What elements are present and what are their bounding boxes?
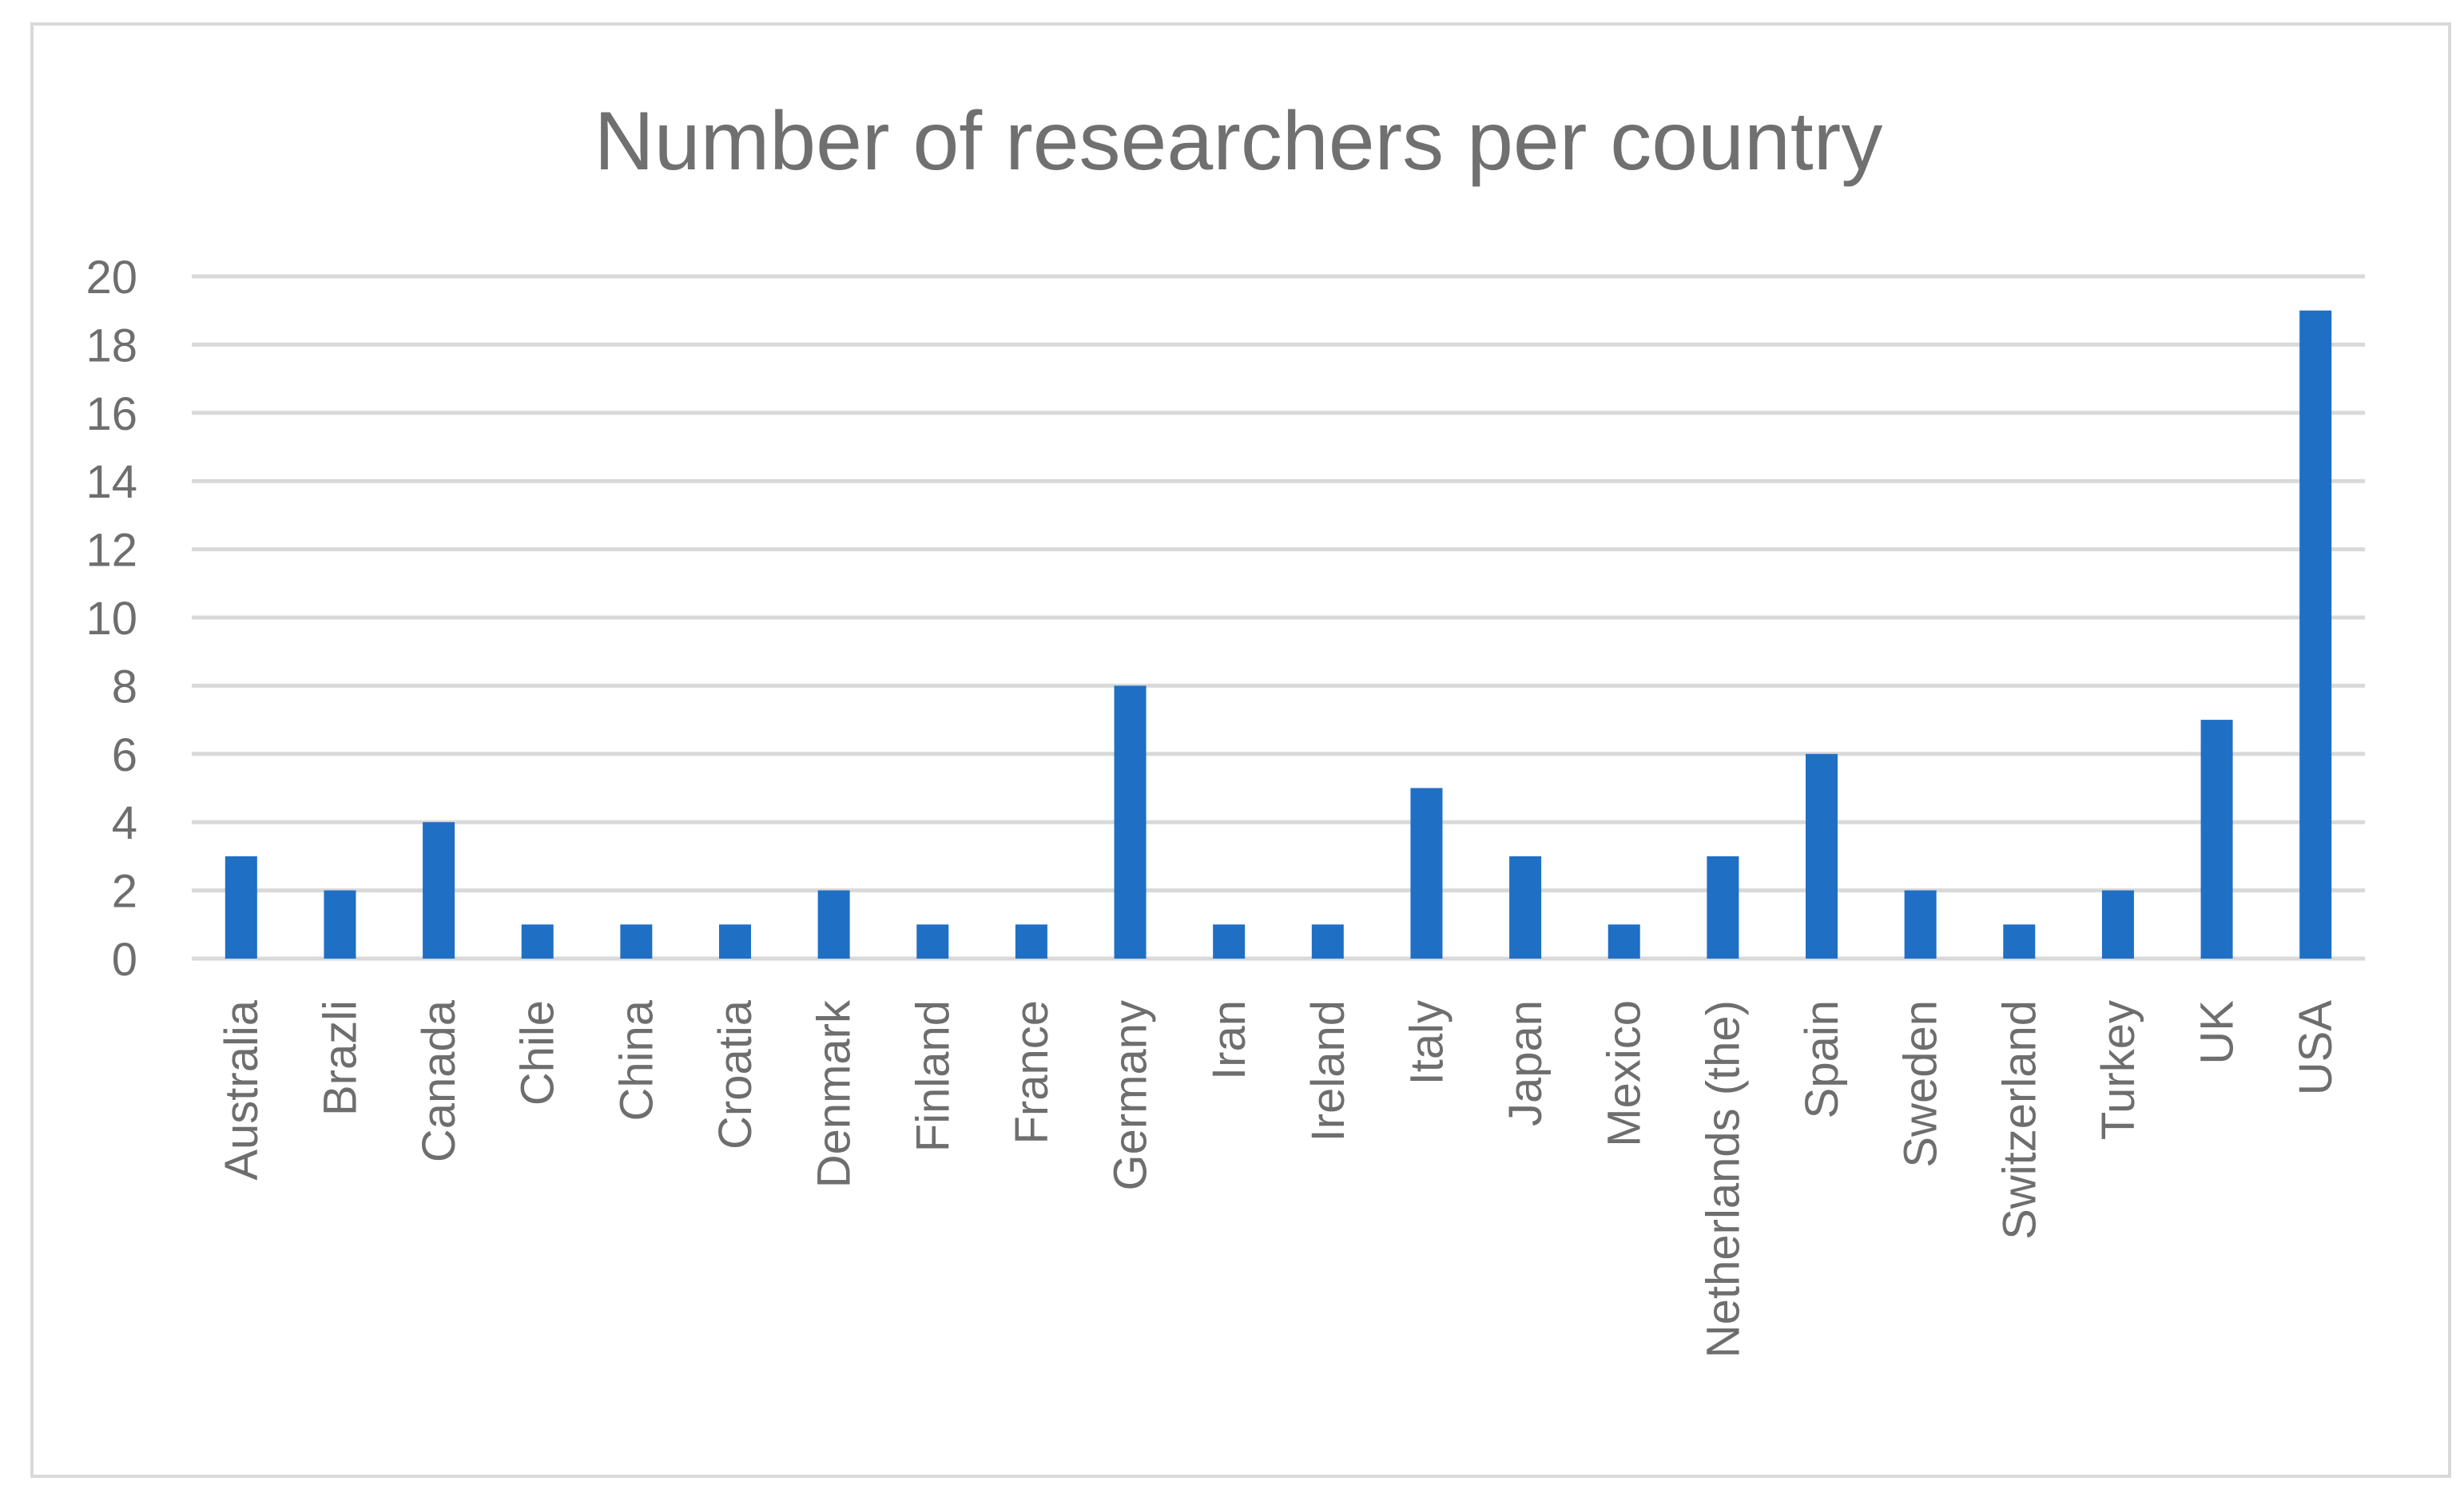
bar [1608, 924, 1640, 959]
y-tick-label: 18 [85, 320, 137, 371]
bar [2003, 924, 2036, 959]
bar [1509, 856, 1542, 959]
bar [1904, 890, 1937, 959]
y-tick-label: 10 [85, 593, 137, 645]
gridlines [192, 274, 2365, 961]
x-category-label: Chile [512, 1000, 564, 1106]
x-category-label: Croatia [709, 999, 761, 1150]
bar [1410, 788, 1443, 959]
x-category-label: Sweden [1895, 1000, 1947, 1168]
bar [2101, 890, 2134, 959]
bar [620, 924, 653, 959]
y-tick-label: 6 [112, 729, 137, 781]
x-category-label: Australia [216, 999, 268, 1180]
y-tick-label: 4 [112, 797, 137, 849]
bars [225, 310, 2332, 959]
bar [225, 856, 257, 959]
bar [817, 890, 850, 959]
x-category-label: Brazli [314, 1000, 366, 1116]
y-tick-label: 14 [85, 456, 137, 508]
y-tick-label: 0 [112, 934, 137, 986]
x-category-label: France [1006, 1000, 1058, 1145]
x-category-label: USA [2290, 1000, 2342, 1096]
x-category-label: Canada [413, 999, 465, 1162]
y-tick-label: 2 [112, 866, 137, 918]
bar [916, 924, 949, 959]
chart-frame [30, 22, 2451, 1478]
y-tick-label: 12 [85, 525, 137, 577]
x-category-label: Ireland [1302, 1000, 1354, 1142]
bar [2200, 720, 2233, 959]
bar [1015, 924, 1047, 959]
x-category-label: Iran [1203, 1000, 1255, 1080]
x-category-label: Switzerland [1993, 1000, 2045, 1240]
x-category-label: UK [2192, 1000, 2243, 1065]
x-axis-categories: Australia Brazli Canada Chile China Croatia De… [216, 999, 2342, 1358]
x-category-label: Turkey [2092, 1000, 2144, 1140]
x-category-label: Finland [907, 1000, 959, 1152]
x-category-label: Netherlands (the) [1697, 1000, 1749, 1358]
x-category-label: China [610, 999, 662, 1121]
y-axis-ticks: 0 2 4 6 8 10 12 14 16 18 20 [85, 252, 137, 986]
x-category-label: Denmark [809, 999, 860, 1188]
bar [1806, 753, 1838, 959]
bar [719, 924, 751, 959]
bar [1311, 924, 1344, 959]
y-tick-label: 20 [85, 252, 137, 304]
x-category-label: Japan [1500, 1000, 1552, 1126]
y-tick-label: 16 [85, 388, 137, 440]
y-tick-label: 8 [112, 661, 137, 713]
bar [1213, 924, 1246, 959]
bar [324, 890, 356, 959]
bar [423, 822, 455, 959]
x-category-label: Mexico [1599, 1000, 1651, 1147]
bar [521, 924, 554, 959]
bar [1707, 856, 1739, 959]
x-category-label: Spain [1796, 1000, 1848, 1118]
x-category-label: Italy [1401, 1000, 1453, 1085]
chart-title: Number of researchers per country [594, 95, 1883, 188]
x-category-label: Germany [1105, 1000, 1157, 1191]
bar [2299, 310, 2332, 959]
bar [1114, 685, 1147, 959]
